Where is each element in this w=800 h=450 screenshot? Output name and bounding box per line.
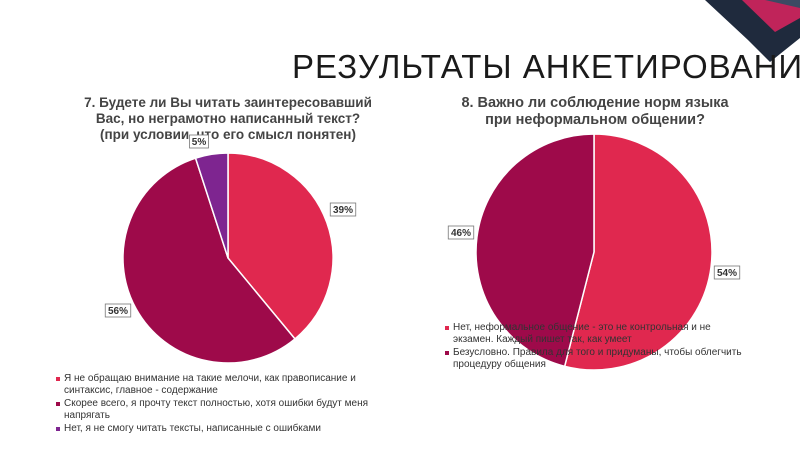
legend-label: Скорее всего, я прочту текст полностью, …	[64, 398, 369, 421]
legend-swatch	[56, 427, 60, 431]
chart2-data-label: 54%	[713, 265, 741, 280]
legend-swatch	[445, 351, 449, 355]
corner-decoration-accent	[742, 0, 800, 32]
chart1-data-label: 56%	[104, 303, 132, 318]
legend-label: Я не обращаю внимание на такие мелочи, к…	[64, 373, 356, 396]
chart1-data-label-box	[189, 134, 209, 149]
corner-decoration-light	[765, 0, 800, 8]
chart2-title: 8. Важно ли соблюдение норм языка при не…	[445, 95, 745, 129]
chart1-title-line: Вас, но неграмотно написанный текст?	[95, 111, 361, 126]
chart2-slice-2	[475, 133, 595, 368]
legend-item: Я не обращаю внимание на такие мелочи, к…	[56, 373, 386, 397]
chart2-data-label-text: 54%	[717, 268, 737, 279]
chart1-data-label-box	[104, 303, 132, 318]
legend-item: Нет, неформальное общение - это не контр…	[445, 322, 745, 346]
chart1-slice-2	[122, 157, 296, 364]
chart1-data-label: 39%	[329, 202, 357, 217]
chart2-legend: Нет, неформальное общение - это не контр…	[445, 322, 745, 372]
chart1-title-line: (при условии, что его смысл понятен)	[100, 127, 356, 142]
chart1-slice-1	[227, 152, 334, 340]
chart1-title: 7. Будете ли Вы читать заинтересовавший …	[68, 95, 388, 143]
chart1-data-label-text: 56%	[108, 306, 128, 317]
chart2-data-label-box	[447, 225, 475, 240]
chart2-slice-1	[563, 133, 713, 371]
legend-swatch	[56, 377, 60, 381]
chart1-data-label-text: 39%	[333, 205, 353, 216]
chart2-data-label-text: 46%	[451, 228, 471, 239]
legend-label: Нет, неформальное общение - это не контр…	[453, 322, 711, 345]
legend-swatch	[56, 402, 60, 406]
chart2-data-label: 46%	[447, 225, 475, 240]
chart1-data-label-text: 5%	[192, 137, 207, 148]
chart1-data-label-box	[329, 202, 357, 217]
chart1-title-line: 7. Будете ли Вы читать заинтересовавший	[84, 95, 372, 110]
legend-swatch	[445, 326, 449, 330]
legend-item: Скорее всего, я прочту текст полностью, …	[56, 398, 386, 422]
chart1-data-label: 5%	[189, 134, 209, 149]
chart1-legend: Я не обращаю внимание на такие мелочи, к…	[56, 373, 386, 436]
chart2-title-line: 8. Важно ли соблюдение норм языка	[461, 95, 729, 111]
chart2-title-line: при неформальном общении?	[485, 112, 705, 128]
legend-item: Безусловно. Правила для того и придуманы…	[445, 347, 745, 371]
chart2-data-label-box	[713, 265, 741, 280]
slide-title: РЕЗУЛЬТАТЫ АНКЕТИРОВАНИЯ	[292, 48, 800, 85]
legend-label: Нет, я не смогу читать тексты, написанны…	[64, 423, 321, 434]
legend-label: Безусловно. Правила для того и придуманы…	[453, 347, 742, 370]
legend-item: Нет, я не смогу читать тексты, написанны…	[56, 423, 386, 435]
chart1-slice-3	[194, 152, 229, 259]
